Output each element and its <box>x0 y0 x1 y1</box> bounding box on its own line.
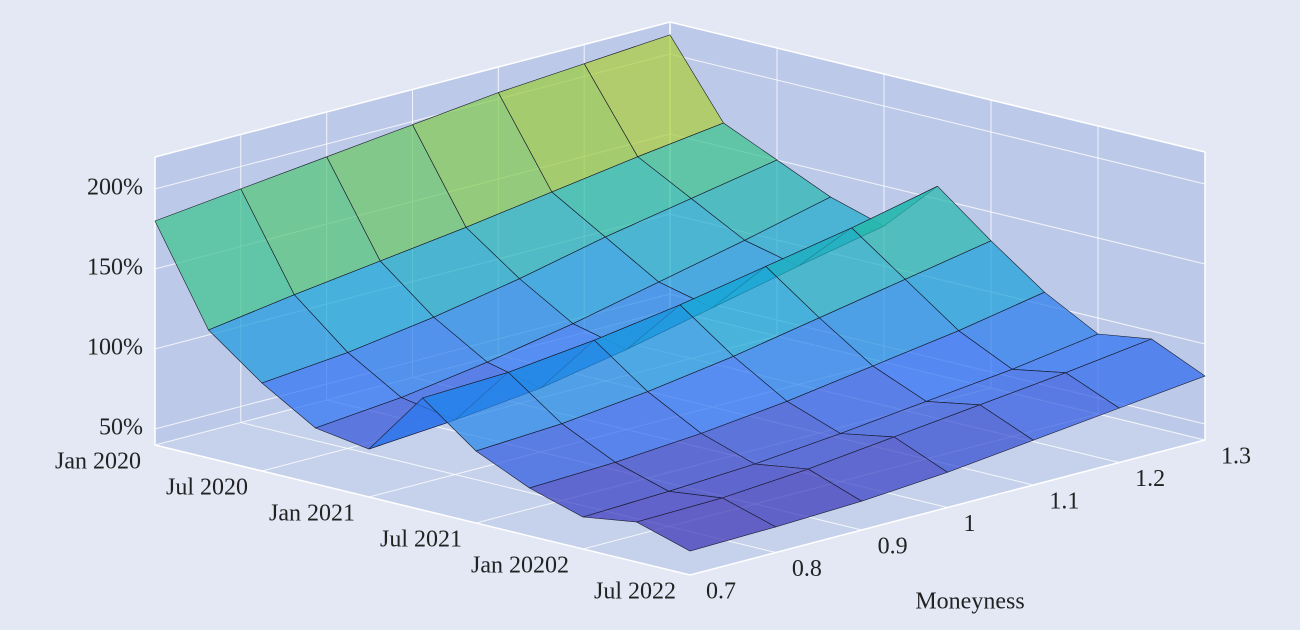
x-tick-label: Jan 2020 <box>55 449 141 475</box>
surface <box>154 34 1206 552</box>
x-tick-label: Jan 20202 <box>471 553 569 579</box>
y-tick-label: 1.1 <box>1049 489 1079 515</box>
x-tick-label: Jul 2021 <box>380 527 462 553</box>
box-edge <box>154 21 1206 158</box>
y-tick-label: 1.3 <box>1221 444 1251 470</box>
z-tick-label: 200% <box>87 175 143 201</box>
x-tick-label: Jan 2021 <box>269 501 355 527</box>
z-tick-label: 150% <box>87 255 143 281</box>
y-tick-label: 0.9 <box>878 534 908 560</box>
z-tick-label: 100% <box>87 335 143 361</box>
z-tick-label: 50% <box>99 415 143 441</box>
surface-cell <box>635 497 777 552</box>
labels: Jan 2020 Jul 2020 Jan 2021 Jul 2021 Jan 2020… <box>55 175 1251 605</box>
box-edge <box>154 439 1206 576</box>
y-tick-label: 0.8 <box>792 556 822 582</box>
x-tick-label: Jul 2020 <box>166 475 248 501</box>
y-axis-label: Moneyness <box>915 589 1024 615</box>
x-tick-label: Jul 2022 <box>594 579 676 605</box>
y-tick-label: 1 <box>964 511 976 537</box>
y-tick-label: 1.2 <box>1135 466 1165 492</box>
y-tick-label: 0.7 <box>706 579 736 605</box>
